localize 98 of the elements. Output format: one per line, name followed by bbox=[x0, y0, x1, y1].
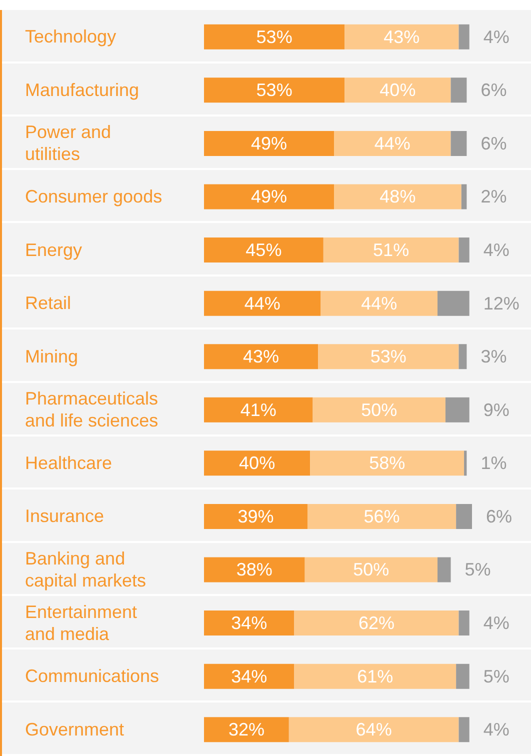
bar bbox=[204, 184, 334, 210]
data-label: 45% bbox=[246, 240, 282, 260]
bar bbox=[438, 290, 470, 316]
bar bbox=[288, 717, 459, 742]
bar bbox=[445, 397, 470, 422]
data-label: 5% bbox=[464, 560, 491, 580]
y-tick-label: Technology bbox=[25, 26, 116, 47]
bar bbox=[304, 557, 438, 582]
bar bbox=[334, 130, 451, 156]
bar bbox=[204, 344, 318, 370]
bar bbox=[458, 344, 467, 370]
data-label: 44% bbox=[244, 293, 280, 314]
y-tick-label: Energy bbox=[25, 240, 82, 260]
data-label: 58% bbox=[369, 453, 406, 474]
bar bbox=[456, 504, 472, 529]
y-tick-label: Manufacturing bbox=[25, 80, 140, 100]
bar bbox=[458, 238, 470, 263]
bar bbox=[312, 397, 446, 422]
bar bbox=[458, 717, 470, 742]
bar bbox=[344, 24, 459, 50]
data-label: 40% bbox=[380, 80, 416, 100]
data-label: 41% bbox=[240, 400, 276, 420]
bar bbox=[318, 344, 459, 370]
data-label: 49% bbox=[250, 186, 288, 207]
bar bbox=[344, 78, 451, 103]
y-tick-label: Banking and capital markets bbox=[25, 548, 146, 590]
data-label: 2% bbox=[480, 186, 507, 207]
bar bbox=[204, 290, 321, 316]
bar bbox=[204, 610, 294, 636]
data-label: 53% bbox=[256, 80, 292, 100]
data-label: 1% bbox=[480, 453, 507, 474]
bar bbox=[204, 450, 310, 476]
data-label: 32% bbox=[228, 720, 264, 740]
data-label: 64% bbox=[356, 720, 392, 740]
y-tick-label: Consumer goods bbox=[25, 186, 162, 206]
data-label: 12% bbox=[483, 293, 520, 314]
data-label: 51% bbox=[373, 240, 410, 260]
bar bbox=[204, 717, 289, 742]
data-label: 4% bbox=[483, 240, 510, 260]
data-label: 50% bbox=[361, 400, 398, 420]
y-tick-label: Government bbox=[25, 719, 124, 740]
data-label: 44% bbox=[374, 133, 410, 154]
bar bbox=[294, 664, 456, 689]
bar bbox=[438, 557, 451, 582]
data-label: 6% bbox=[480, 80, 507, 100]
bar bbox=[323, 238, 459, 263]
bar bbox=[307, 504, 456, 529]
y-tick-label: Communications bbox=[25, 666, 160, 686]
data-label: 53% bbox=[370, 346, 406, 367]
data-label: 62% bbox=[358, 613, 394, 634]
bar bbox=[450, 130, 467, 156]
data-label: 56% bbox=[364, 506, 400, 526]
data-label: 4% bbox=[483, 613, 510, 634]
bar bbox=[204, 397, 313, 422]
data-label: 44% bbox=[361, 293, 398, 314]
data-label: 49% bbox=[250, 133, 288, 154]
bar bbox=[320, 290, 438, 316]
data-label: 39% bbox=[238, 506, 274, 526]
data-label: 53% bbox=[256, 26, 292, 47]
y-tick-label: Healthcare bbox=[25, 452, 112, 473]
bar bbox=[204, 664, 294, 689]
bar bbox=[204, 504, 308, 529]
data-label: 48% bbox=[380, 186, 416, 207]
data-label: 6% bbox=[486, 506, 512, 526]
bar bbox=[334, 184, 462, 210]
y-tick-label: Retail bbox=[25, 293, 72, 314]
bar bbox=[204, 130, 334, 156]
data-label: 43% bbox=[384, 26, 420, 47]
data-label: 43% bbox=[243, 346, 280, 367]
bar bbox=[204, 78, 345, 103]
data-label: 4% bbox=[483, 26, 510, 47]
bar bbox=[204, 238, 324, 263]
bar bbox=[458, 24, 470, 50]
bar bbox=[294, 610, 459, 636]
data-label: 34% bbox=[231, 666, 268, 686]
y-tick-label: Power and utilities bbox=[25, 122, 112, 164]
bar bbox=[204, 557, 305, 582]
data-label: 6% bbox=[480, 133, 507, 154]
y-tick-label: Entertainment and media bbox=[25, 602, 138, 644]
data-label: 38% bbox=[236, 560, 272, 580]
data-label: 4% bbox=[483, 720, 510, 740]
data-label: 34% bbox=[231, 613, 268, 634]
data-label: 61% bbox=[357, 666, 394, 686]
y-tick-label: Mining bbox=[25, 346, 78, 366]
data-label: 5% bbox=[483, 666, 510, 686]
y-tick-label: Pharmaceuticals and life sciences bbox=[25, 388, 158, 431]
data-label: 40% bbox=[239, 453, 276, 474]
y-tick-label: Insurance bbox=[25, 506, 104, 526]
data-label: 50% bbox=[353, 560, 390, 580]
bar bbox=[310, 450, 464, 476]
bar bbox=[461, 184, 467, 210]
bar bbox=[456, 664, 470, 689]
data-label: 9% bbox=[483, 400, 510, 420]
bar bbox=[458, 610, 470, 636]
bar bbox=[450, 78, 467, 103]
bar bbox=[464, 450, 467, 476]
data-label: 3% bbox=[480, 346, 507, 367]
bar bbox=[204, 24, 345, 50]
